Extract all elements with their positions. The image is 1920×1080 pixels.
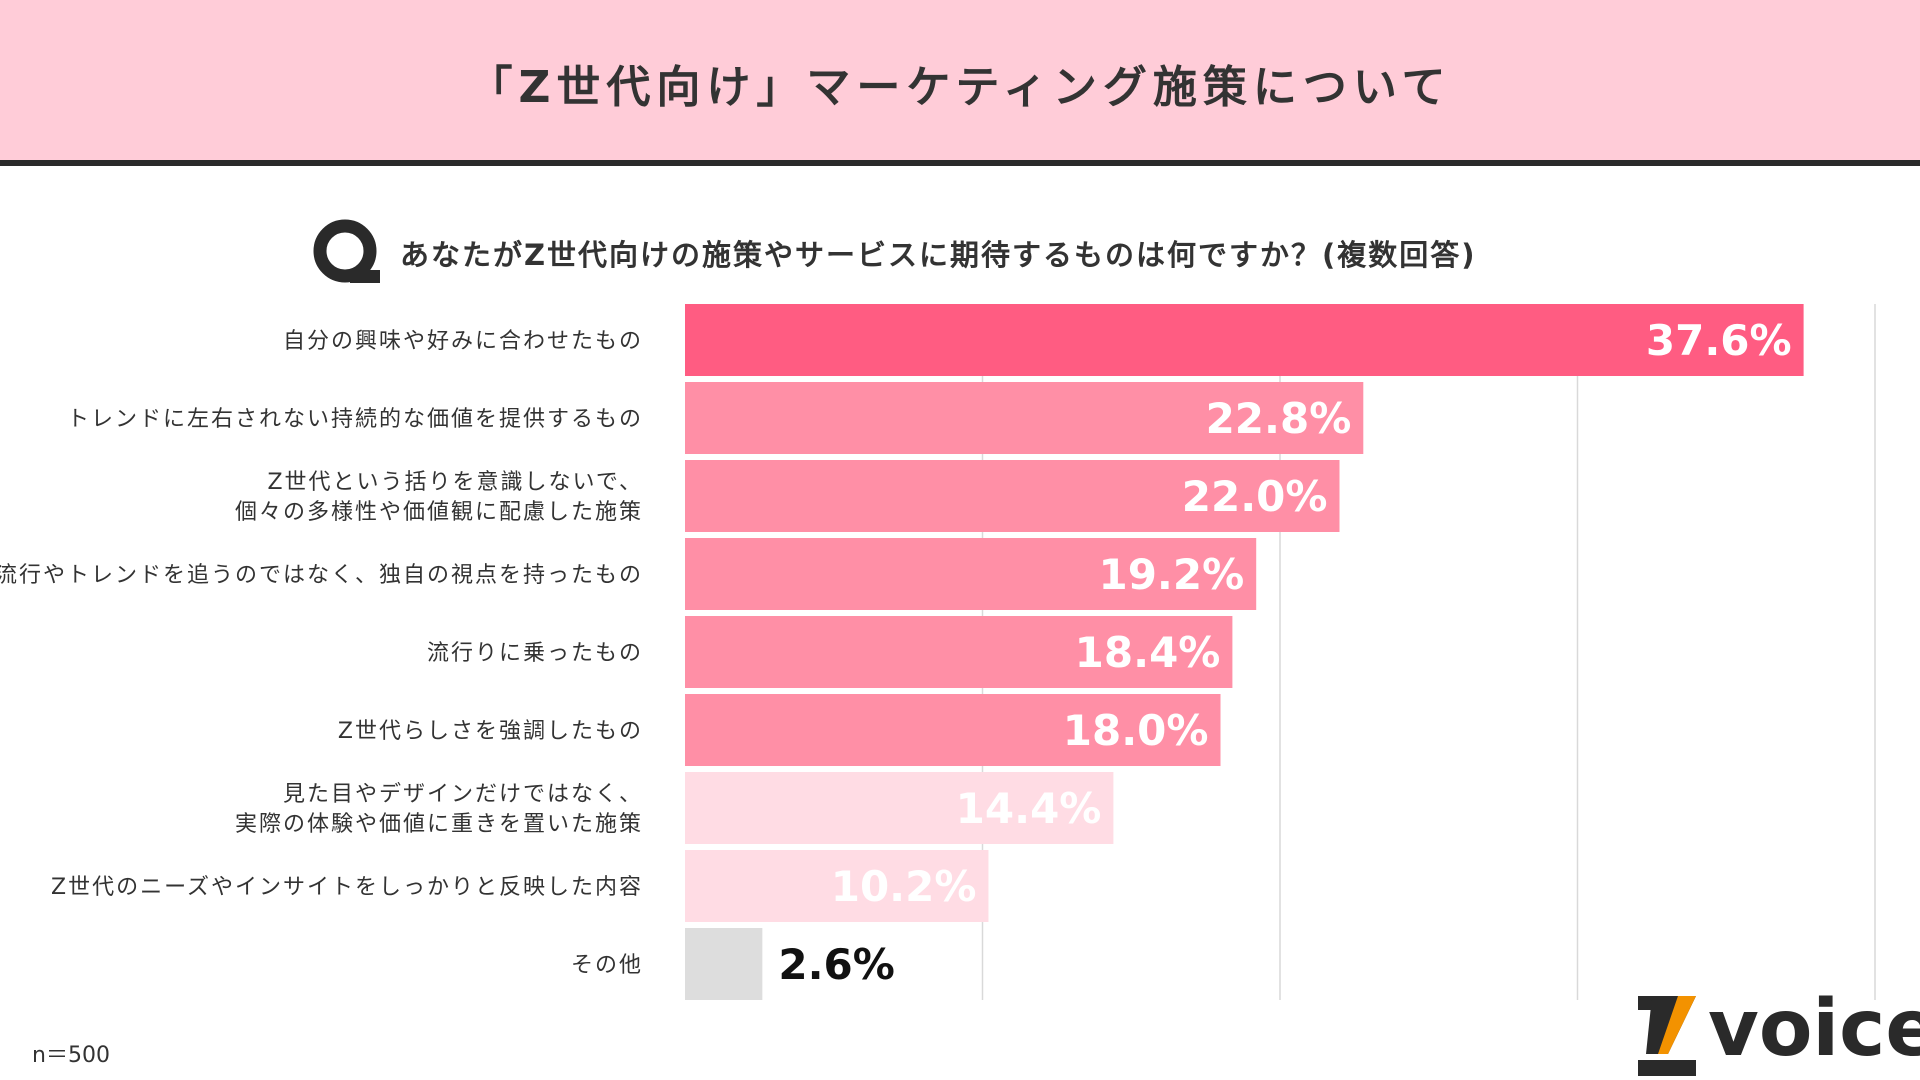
brand-logo: voice xyxy=(1638,990,1920,1080)
z-logo-icon xyxy=(1638,996,1696,1076)
bar xyxy=(685,928,763,1000)
bar-value-label: 22.8% xyxy=(1206,394,1352,443)
question-row: あなたがZ世代向けの施策やサービスに期待するものは何ですか？(複数回答) xyxy=(312,218,1477,288)
bar xyxy=(685,382,1364,454)
category-label: Z世代のニーズやインサイトをしっかりと反映した内容 xyxy=(51,875,643,900)
sample-size-label: n＝500 xyxy=(32,1043,110,1068)
category-label: Z世代という括りを意識しないで、 xyxy=(267,470,643,495)
brand-wordmark: voice xyxy=(1708,984,1920,1074)
category-label: 個々の多様性や価値観に配慮した施策 xyxy=(235,500,643,525)
category-label: その他 xyxy=(571,953,643,978)
header-banner xyxy=(0,0,1920,166)
bar-value-label: 14.4% xyxy=(956,784,1102,833)
bar xyxy=(685,616,1233,688)
bar xyxy=(685,850,989,922)
bar xyxy=(685,460,1340,532)
bar-value-label: 37.6% xyxy=(1646,316,1792,365)
category-label: 見た目やデザインだけではなく、 xyxy=(283,782,643,807)
category-label: 自分の興味や好みに合わせたもの xyxy=(283,329,643,354)
category-label: トレンドに左右されない持続的な価値を提供するもの xyxy=(67,407,643,432)
category-label: 流行やトレンドを追うのではなく、独自の視点を持ったもの xyxy=(0,563,643,588)
bar xyxy=(685,772,1114,844)
bar-value-label: 18.0% xyxy=(1063,706,1209,755)
bar-value-label: 19.2% xyxy=(1098,550,1244,599)
bar-value-label: 10.2% xyxy=(831,862,977,911)
bar xyxy=(685,304,1804,376)
category-label: 流行りに乗ったもの xyxy=(427,641,643,666)
bar-chart: 37.6% 自分の興味や好みに合わせたもの 22.8% トレンドに左右されない持続的な… xyxy=(0,304,1876,1000)
category-label: 実際の体験や価値に重きを置いた施策 xyxy=(235,812,643,837)
bar-value-label: 2.6% xyxy=(778,940,894,989)
page-title: 「Z世代向け」マーケティング施策について xyxy=(468,62,1452,113)
bar-value-label: 18.4% xyxy=(1075,628,1221,677)
category-label: Z世代らしさを強調したもの xyxy=(338,719,643,744)
q-icon xyxy=(313,219,380,283)
question-text: あなたがZ世代向けの施策やサービスに期待するものは何ですか？(複数回答) xyxy=(400,238,1477,272)
bar-value-label: 22.0% xyxy=(1182,472,1328,521)
bar xyxy=(685,694,1221,766)
bar xyxy=(685,538,1257,610)
